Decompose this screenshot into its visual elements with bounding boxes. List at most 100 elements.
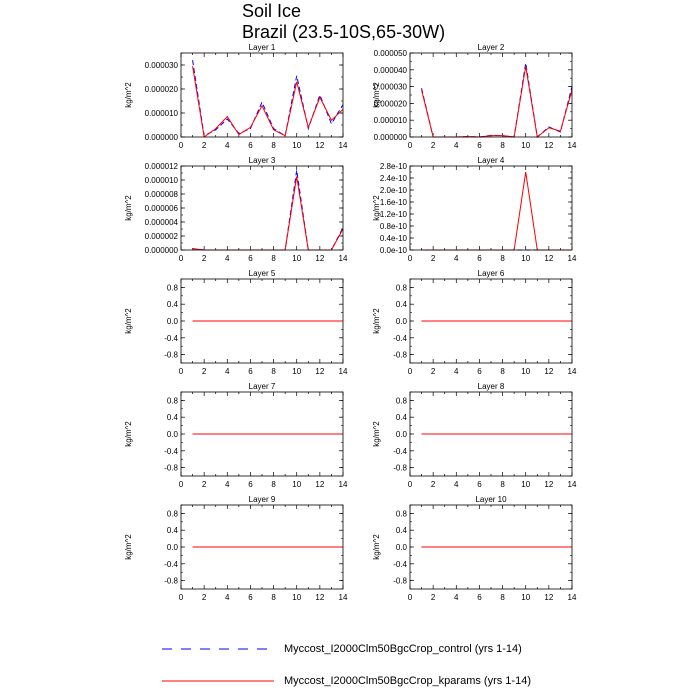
y-axis-label: kg/m^2: [124, 421, 133, 447]
y-tick-label: 0.4: [396, 526, 408, 535]
y-tick-label: 0.4: [167, 413, 179, 422]
y-tick-label: 0.000000: [145, 133, 179, 142]
plot-frame: [409, 504, 573, 590]
series-control-line: [192, 170, 344, 251]
x-tick-label: 6: [248, 254, 253, 263]
panel-layer-10: Layer 10 0 2 4 6 8 10 12 14 -0.8 -0.4 0.0 0.4 0.8 kg/m…: [372, 495, 577, 602]
plot-frame: [409, 278, 573, 364]
panel-layer-6: Layer 6 0 2 4 6 8 10 12 14 -0.8 -0.4 0.0 0.4 0.8 kg/m^…: [372, 269, 577, 376]
x-tick-label: 2: [202, 254, 207, 263]
x-tick-label: 4: [454, 367, 459, 376]
x-tick-label: 0: [179, 254, 184, 263]
y-tick-label: -0.8: [393, 351, 407, 360]
x-tick-label: 0: [408, 480, 413, 489]
panel-title: Layer 3: [249, 156, 276, 165]
y-tick-label: 0.000004: [145, 218, 179, 227]
y-tick-label: 0.000002: [145, 232, 179, 241]
x-tick-label: 8: [271, 593, 276, 602]
y-tick-label: 0.4: [167, 526, 179, 535]
x-tick-label: 0: [408, 141, 413, 150]
x-tick-label: 12: [315, 254, 324, 263]
x-tick-label: 12: [315, 593, 324, 602]
x-tick-label: 10: [292, 480, 301, 489]
y-tick-label: 0.8: [396, 509, 408, 518]
x-tick-label: 10: [521, 254, 530, 263]
legend-label-kparams: Myccost_I2000Clm50BgcCrop_kparams (yrs 1…: [284, 675, 531, 687]
x-tick-label: 0: [408, 254, 413, 263]
x-tick-label: 0: [408, 367, 413, 376]
plot-frame: [409, 391, 573, 477]
x-tick-label: 10: [292, 367, 301, 376]
y-tick-label: 0.8: [167, 509, 179, 518]
x-tick-label: 10: [292, 254, 301, 263]
x-tick-label: 8: [271, 480, 276, 489]
series-kparams-line: [421, 171, 572, 251]
y-tick-label: -0.8: [164, 464, 178, 473]
x-tick-label: 14: [339, 593, 348, 602]
panel-layer-7: Layer 7 0 2 4 6 8 10 12 14 -0.8 -0.4 0.0 0.4 0.8 kg/m^…: [124, 382, 348, 489]
x-tick-label: 2: [431, 141, 436, 150]
x-tick-label: 14: [568, 480, 577, 489]
y-tick-label: 0.4: [167, 300, 179, 309]
x-tick-label: 6: [248, 480, 253, 489]
x-tick-label: 8: [500, 480, 505, 489]
y-tick-label: -0.4: [393, 447, 407, 456]
y-tick-label: 0.000010: [145, 176, 179, 185]
x-tick-label: 4: [225, 254, 230, 263]
y-tick-label: 0.000010: [145, 109, 179, 118]
x-tick-label: 2: [431, 367, 436, 376]
x-tick-label: 2: [431, 254, 436, 263]
x-tick-label: 12: [544, 480, 553, 489]
y-tick-label: -0.4: [164, 560, 178, 569]
x-tick-label: 8: [271, 141, 276, 150]
x-tick-label: 4: [454, 480, 459, 489]
panel-layer-2: Layer 2 0 2 4 6 8 10 12 14 0.000000 0.000010 0.0000…: [372, 43, 577, 150]
plot-frame: [180, 504, 344, 590]
x-tick-label: 0: [179, 367, 184, 376]
y-tick-label: 0.000012: [145, 162, 179, 171]
panel-title: Layer 8: [478, 382, 505, 391]
x-tick-label: 4: [454, 141, 459, 150]
series-control-line: [192, 60, 344, 137]
y-tick-label: 0.000040: [374, 66, 408, 75]
y-tick-label: 0.0: [167, 430, 179, 439]
x-tick-label: 6: [248, 367, 253, 376]
plot-frame: [180, 52, 344, 138]
x-tick-label: 10: [521, 141, 530, 150]
y-tick-label: -0.4: [393, 560, 407, 569]
y-tick-label: 1.2e-10: [380, 210, 408, 219]
y-tick-label: 0.0: [396, 317, 408, 326]
x-tick-label: 14: [568, 141, 577, 150]
y-tick-label: -0.4: [164, 447, 178, 456]
plot-frame: [180, 165, 344, 251]
y-tick-label: 0.8: [396, 283, 408, 292]
y-tick-label: 0.0e-10: [380, 246, 408, 255]
x-tick-label: 12: [544, 367, 553, 376]
series-kparams-line: [421, 66, 573, 138]
y-tick-label: 0.8: [396, 396, 408, 405]
panel-layer-1: Layer 1 0 2 4 6 8 10 12 14 0.000000 0.000010 0.0000…: [124, 43, 348, 150]
panel-title: Layer 2: [478, 43, 505, 52]
x-tick-label: 2: [202, 480, 207, 489]
panel-title: Layer 1: [249, 43, 276, 52]
y-tick-label: 0.000008: [145, 190, 179, 199]
panel-title: Layer 10: [475, 495, 507, 504]
x-tick-label: 14: [339, 480, 348, 489]
y-tick-label: 2.8e-10: [380, 162, 408, 171]
figure-title: Soil Ice: [242, 1, 302, 21]
y-tick-label: 2.4e-10: [380, 174, 408, 183]
y-tick-label: 0.000000: [145, 246, 179, 255]
y-tick-label: 0.000020: [145, 85, 179, 94]
plot-frame: [409, 165, 573, 251]
x-tick-label: 0: [408, 593, 413, 602]
y-tick-label: 2.0e-10: [380, 186, 408, 195]
plot-frame: [180, 278, 344, 364]
y-axis-label: kg/m^2: [124, 82, 133, 108]
y-tick-label: 0.000030: [374, 83, 408, 92]
panel-title: Layer 7: [249, 382, 276, 391]
y-tick-label: 0.000050: [374, 49, 408, 58]
y-axis-label: kg/m^2: [372, 82, 381, 108]
x-tick-label: 14: [568, 254, 577, 263]
x-tick-label: 8: [271, 367, 276, 376]
y-tick-label: -0.4: [393, 334, 407, 343]
